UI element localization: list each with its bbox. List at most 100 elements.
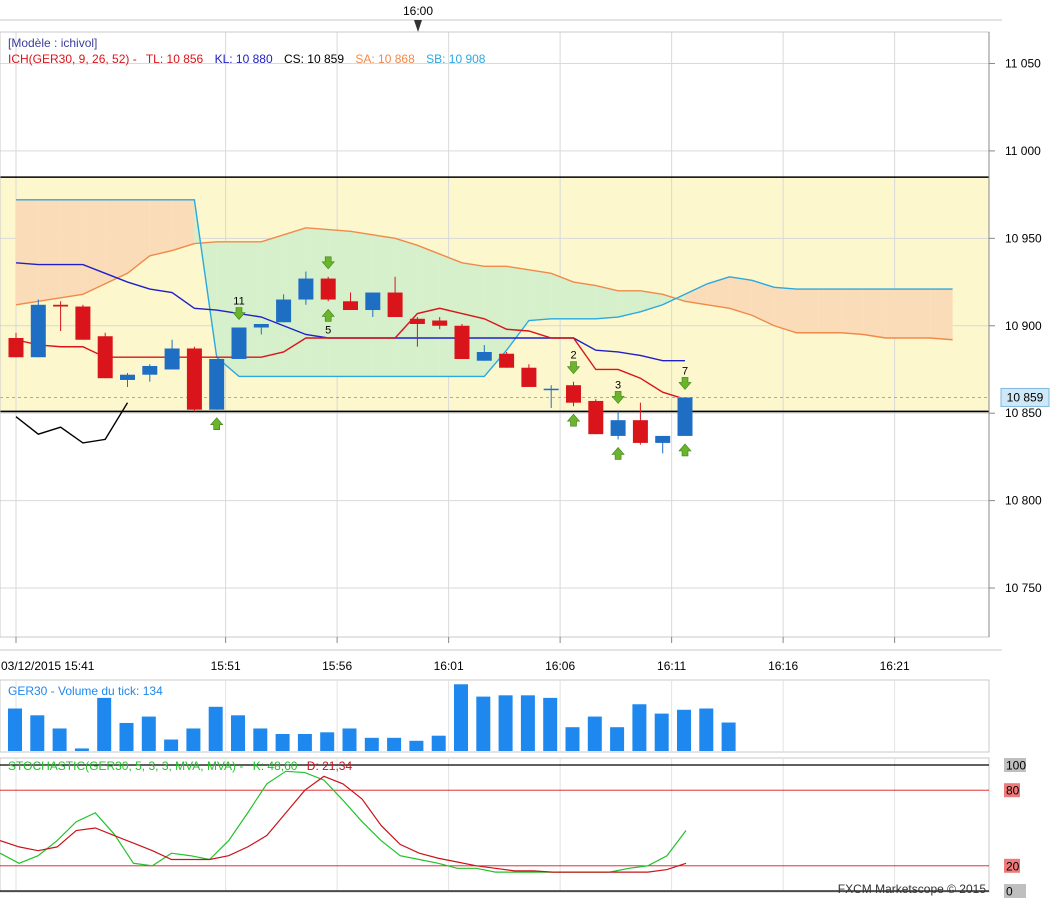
candle-body — [677, 397, 693, 436]
horizontal-levels — [0, 176, 989, 413]
sa-legend: SA: 10 868 — [355, 52, 415, 66]
candle[interactable] — [409, 317, 425, 347]
candle[interactable] — [97, 332, 113, 379]
price-tick-label: 10 750 — [1005, 581, 1042, 595]
cloud-segment — [395, 238, 418, 377]
candle[interactable] — [566, 381, 581, 407]
candle-body — [97, 336, 113, 379]
indicator-legend: ICH(GER30, 9, 26, 52) - TL: 10 856 KL: 1… — [8, 52, 486, 66]
volume-bar — [476, 696, 491, 751]
candle[interactable] — [387, 276, 403, 318]
candle[interactable] — [75, 304, 91, 340]
arrow-shape — [678, 443, 692, 457]
candle[interactable] — [276, 294, 292, 323]
time-marker-triangle-icon[interactable] — [414, 20, 422, 32]
cloud-segment — [930, 289, 953, 340]
price-tick-label: 11 050 — [1005, 56, 1041, 70]
copyright-label: FXCM Marketscope © 2015 — [838, 882, 987, 896]
candle-body — [142, 365, 158, 375]
tenkan-line — [15, 307, 686, 400]
candle[interactable] — [120, 372, 135, 387]
time-tick-label: 16:06 — [545, 659, 575, 673]
cloud-segment — [818, 289, 842, 333]
price-panel[interactable]: 11 5 2 3 7 [Modèle : ichivol] ICH(GER30, 9, … — [0, 31, 1050, 638]
arrow-up-icon — [566, 413, 581, 427]
volume-bar — [231, 715, 245, 751]
cloud-segment — [105, 199, 128, 284]
volume-bar — [30, 715, 45, 751]
cloud-segment — [127, 199, 150, 274]
candle[interactable] — [142, 364, 158, 382]
candle[interactable] — [186, 346, 202, 412]
candle[interactable] — [164, 339, 180, 370]
candle[interactable] — [253, 324, 269, 335]
cloud-segment — [774, 287, 797, 333]
volume-bar — [520, 695, 535, 751]
candlesticks[interactable] — [8, 271, 693, 454]
candle[interactable] — [543, 385, 559, 408]
candle[interactable] — [30, 299, 46, 358]
template-label: [Modèle : ichivol] — [8, 36, 97, 50]
price-tick-label: 10 800 — [1005, 494, 1042, 508]
candle[interactable] — [298, 271, 314, 305]
marker-label: 11 — [233, 296, 244, 308]
senkou-span-b-line — [16, 199, 953, 378]
candle-body — [75, 306, 91, 340]
candle[interactable] — [476, 344, 492, 361]
arrow-shape — [611, 446, 625, 460]
candle-body — [253, 324, 269, 328]
candle[interactable] — [454, 324, 470, 359]
cloud-segment — [908, 289, 931, 338]
cloud-segment — [328, 229, 351, 377]
arrow-shape — [232, 307, 246, 320]
volume-panel[interactable]: GER30 - Volume du tick: 134 — [0, 679, 990, 753]
candle[interactable] — [588, 399, 604, 435]
cloud-segment — [751, 280, 775, 326]
volume-bar — [699, 708, 714, 751]
stoch-axis-label: 80 — [1006, 784, 1020, 798]
candle[interactable] — [8, 332, 24, 358]
cloud-segment — [149, 199, 173, 256]
candle-body — [209, 358, 225, 410]
candle[interactable] — [53, 301, 69, 332]
candle-body — [655, 435, 671, 443]
candle[interactable] — [610, 411, 626, 440]
candle[interactable] — [209, 358, 225, 410]
cloud-segment — [573, 282, 596, 319]
volume-bar — [387, 737, 402, 751]
arrow-down-icon: 3 — [611, 379, 625, 404]
stoch-axis-tag — [1004, 858, 1020, 873]
candle[interactable] — [677, 397, 693, 436]
cloud-segment — [796, 289, 819, 333]
candle-body — [8, 337, 24, 358]
stochastic-lines — [0, 770, 687, 873]
candle-body — [53, 304, 69, 307]
cloud-segment — [841, 289, 864, 335]
volume-bar — [253, 728, 268, 751]
candle-body — [499, 353, 515, 368]
stoch-axis-label: 100 — [1006, 759, 1026, 773]
candle-body — [298, 278, 314, 300]
stoch-d-legend: D: 21,34 — [307, 759, 353, 773]
candle[interactable] — [655, 435, 671, 454]
current-price-value: 10 859 — [1007, 390, 1044, 404]
candle[interactable] — [231, 327, 247, 359]
candle[interactable] — [343, 292, 358, 311]
stochastic-panel[interactable]: STOCHASTIC(GER30, 5, 3, 3, MVA, MVA) - K… — [0, 757, 1026, 899]
candle[interactable] — [499, 351, 515, 368]
senkou-span-a-line — [15, 227, 953, 341]
time-tick-label: 16:21 — [880, 659, 910, 673]
price-tick-label: 11 000 — [1005, 144, 1041, 158]
time-cursor-strip: 16:00 — [0, 4, 1002, 32]
volume-bar — [721, 722, 736, 751]
candle[interactable] — [365, 292, 381, 318]
time-tick-label: 16:11 — [657, 659, 686, 673]
current-price-tag-background — [1000, 387, 1050, 407]
stoch-axis-tag — [1004, 783, 1020, 798]
candle[interactable] — [320, 276, 336, 302]
candle[interactable] — [632, 402, 648, 445]
candle[interactable] — [521, 364, 537, 387]
arrow-shape — [210, 417, 224, 430]
candle[interactable] — [432, 317, 448, 330]
